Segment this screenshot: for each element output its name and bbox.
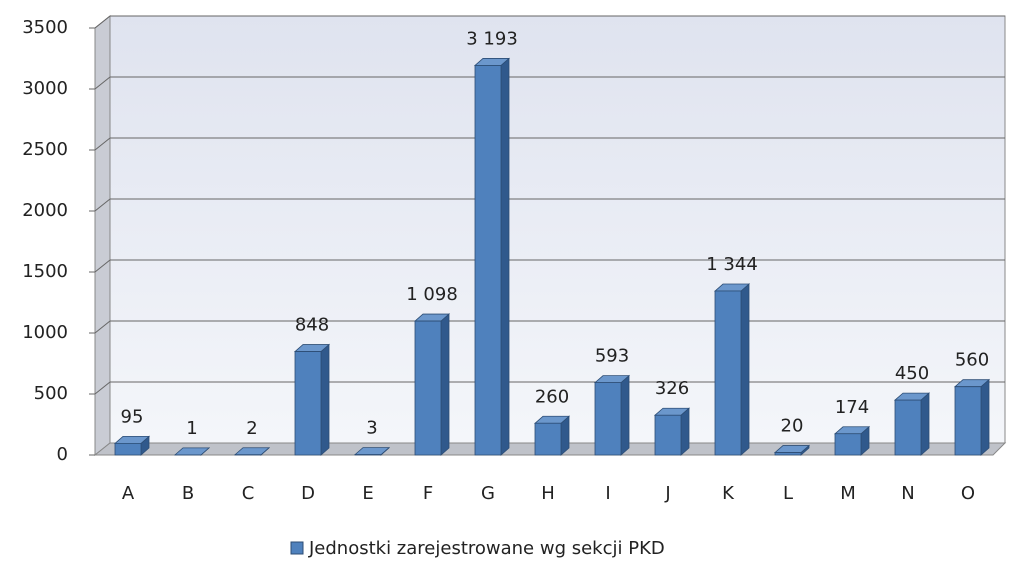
value-label: 3	[366, 418, 377, 439]
y-tick-label: 1000	[22, 322, 68, 343]
x-tick-label: N	[901, 483, 914, 504]
value-label: 95	[121, 406, 144, 427]
bar-front	[894, 399, 922, 456]
bar-front	[474, 65, 502, 456]
bar-front	[594, 382, 622, 456]
bar-front	[954, 386, 982, 456]
bar-front	[534, 422, 562, 456]
bar-side	[320, 343, 330, 456]
x-tick-label: L	[783, 483, 793, 504]
bar	[533, 415, 571, 456]
grid-line	[94, 15, 111, 29]
x-tick-label: O	[961, 483, 975, 504]
grid-line	[94, 76, 111, 90]
bar-front	[414, 320, 442, 456]
bar	[653, 407, 691, 456]
y-tick-label: 3500	[22, 17, 68, 38]
grid-line	[94, 137, 111, 151]
bar-front	[774, 452, 802, 456]
bar	[173, 446, 211, 456]
y-tick-label: 3000	[22, 78, 68, 99]
bar-front	[654, 414, 682, 456]
value-label: 174	[835, 397, 869, 418]
legend-label: Jednostki zarejestrowane wg sekcji PKD	[308, 538, 665, 559]
bar	[113, 435, 151, 456]
value-label: 450	[895, 363, 929, 384]
bar	[773, 444, 811, 456]
grid-line	[94, 381, 111, 395]
bar	[593, 374, 631, 456]
back-wall	[109, 15, 1006, 444]
y-tick-label: 0	[57, 444, 68, 465]
x-tick-label: H	[541, 483, 555, 504]
bar	[833, 425, 871, 456]
x-tick-label: E	[362, 483, 373, 504]
y-tick-label: 500	[34, 383, 68, 404]
x-tick-label: D	[301, 483, 315, 504]
value-label: 1 098	[406, 284, 458, 305]
legend-swatch	[290, 541, 304, 555]
value-label: 3 193	[466, 28, 518, 49]
bar-side	[920, 392, 930, 456]
bar	[473, 57, 511, 456]
value-label: 2	[246, 418, 257, 439]
value-label: 848	[295, 315, 329, 336]
bar-side	[620, 374, 630, 456]
bar-front	[714, 290, 742, 456]
bar-side	[500, 57, 510, 456]
grid-line	[94, 320, 111, 334]
x-tick-label: C	[242, 483, 255, 504]
bar	[353, 446, 391, 456]
value-label: 326	[655, 378, 689, 399]
x-tick-label: M	[840, 483, 856, 504]
x-tick-label: B	[182, 483, 194, 504]
bar	[413, 313, 451, 456]
bar	[713, 283, 751, 456]
bar	[293, 343, 331, 456]
value-label: 593	[595, 346, 629, 367]
grid-line	[94, 198, 111, 212]
value-label: 260	[535, 386, 569, 407]
bar-front	[114, 443, 142, 456]
value-label: 20	[781, 416, 804, 437]
grid-line	[94, 259, 111, 273]
bar	[893, 392, 931, 456]
x-tick-label: J	[664, 483, 670, 504]
side-wall	[94, 14, 111, 457]
x-tick-label: K	[722, 483, 735, 504]
x-tick-label: A	[122, 483, 135, 504]
bar-side	[680, 407, 690, 456]
bar-front	[294, 351, 322, 456]
y-tick-label: 1500	[22, 261, 68, 282]
bar	[233, 446, 271, 456]
bar-side	[980, 378, 990, 456]
y-tick-label: 2000	[22, 200, 68, 221]
value-label: 1	[186, 418, 197, 439]
y-tick-label: 2500	[22, 139, 68, 160]
bar-front	[834, 433, 862, 456]
bar-side	[740, 283, 750, 456]
x-tick-label: F	[423, 483, 433, 504]
x-tick-label: I	[605, 483, 610, 504]
bar	[953, 378, 991, 456]
value-label: 1 344	[706, 254, 758, 275]
bar-side	[440, 313, 450, 456]
x-tick-label: G	[481, 483, 495, 504]
value-label: 560	[955, 350, 989, 371]
